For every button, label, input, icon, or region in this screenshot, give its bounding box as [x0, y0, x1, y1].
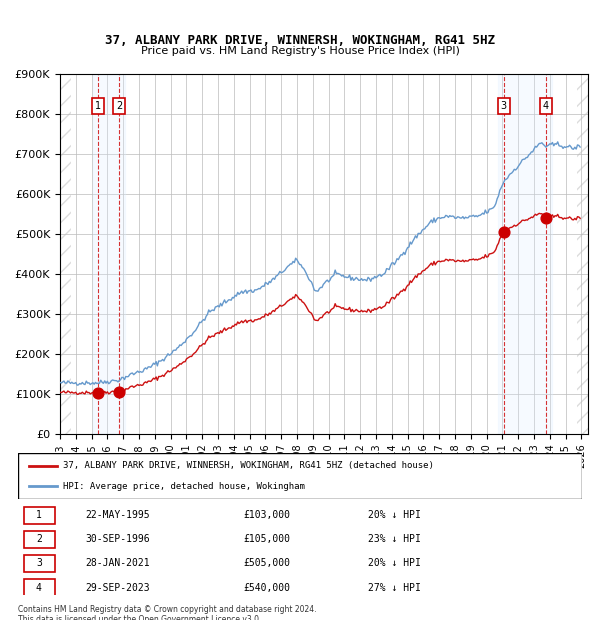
Text: 1: 1 [95, 101, 101, 112]
Point [541, 213, 551, 223]
Text: £105,000: £105,000 [244, 534, 290, 544]
Text: 27% ↓ HPI: 27% ↓ HPI [368, 583, 421, 593]
Text: Price paid vs. HM Land Registry's House Price Index (HPI): Price paid vs. HM Land Registry's House … [140, 46, 460, 56]
Text: 2: 2 [36, 534, 42, 544]
Text: 30-SEP-1996: 30-SEP-1996 [86, 534, 151, 544]
FancyBboxPatch shape [23, 507, 55, 524]
FancyBboxPatch shape [23, 531, 55, 548]
Text: 1: 1 [36, 510, 42, 520]
Text: 4: 4 [543, 101, 549, 112]
Text: 28-JAN-2021: 28-JAN-2021 [86, 559, 151, 569]
Text: 20% ↓ HPI: 20% ↓ HPI [368, 510, 421, 520]
Text: 3: 3 [500, 101, 506, 112]
Bar [60, 74, 71, 434]
Text: 20% ↓ HPI: 20% ↓ HPI [368, 559, 421, 569]
Point [499, 228, 508, 237]
Text: 4: 4 [36, 583, 42, 593]
FancyBboxPatch shape [18, 453, 582, 499]
Text: 37, ALBANY PARK DRIVE, WINNERSH, WOKINGHAM, RG41 5HZ: 37, ALBANY PARK DRIVE, WINNERSH, WOKINGH… [105, 34, 495, 47]
Point [93, 388, 103, 398]
Text: £103,000: £103,000 [244, 510, 290, 520]
Text: HPI: Average price, detached house, Wokingham: HPI: Average price, detached house, Woki… [63, 482, 305, 490]
Text: £505,000: £505,000 [244, 559, 290, 569]
Text: 3: 3 [36, 559, 42, 569]
FancyBboxPatch shape [23, 579, 55, 596]
Text: 22-MAY-1995: 22-MAY-1995 [86, 510, 151, 520]
Text: 23% ↓ HPI: 23% ↓ HPI [368, 534, 421, 544]
Text: Contains HM Land Registry data © Crown copyright and database right 2024.
This d: Contains HM Land Registry data © Crown c… [18, 604, 317, 620]
Text: £540,000: £540,000 [244, 583, 290, 593]
Text: 37, ALBANY PARK DRIVE, WINNERSH, WOKINGHAM, RG41 5HZ (detached house): 37, ALBANY PARK DRIVE, WINNERSH, WOKINGH… [63, 461, 434, 470]
Bar [577, 74, 588, 434]
Text: 2: 2 [116, 101, 122, 112]
Point [115, 387, 124, 397]
FancyBboxPatch shape [23, 555, 55, 572]
Bar [93, 74, 125, 434]
Text: 29-SEP-2023: 29-SEP-2023 [86, 583, 151, 593]
Bar [499, 74, 553, 434]
